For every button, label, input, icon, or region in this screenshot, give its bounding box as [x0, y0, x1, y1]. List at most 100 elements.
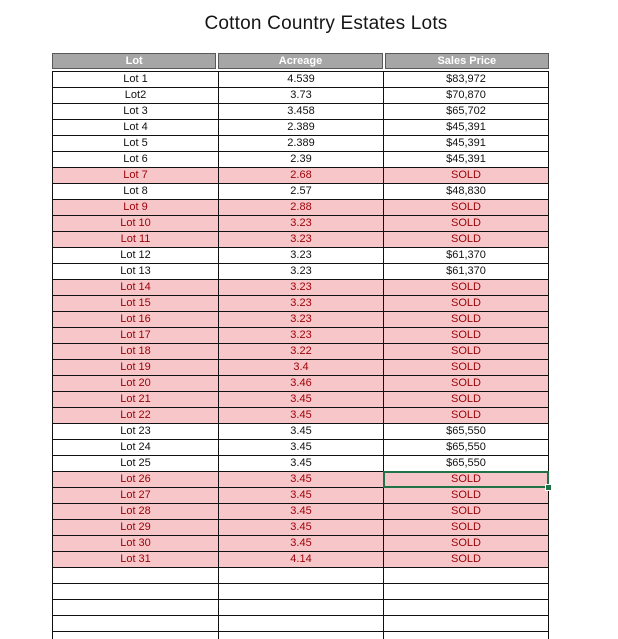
- acreage-cell[interactable]: 3.23: [219, 248, 384, 264]
- acreage-cell[interactable]: 3.22: [219, 344, 384, 360]
- lot-cell[interactable]: Lot 10: [53, 216, 219, 232]
- acreage-cell[interactable]: 3.45: [219, 504, 384, 520]
- lot-cell[interactable]: Lot 16: [53, 312, 219, 328]
- lot-cell[interactable]: Lot 4: [53, 120, 219, 136]
- acreage-cell[interactable]: 3.23: [219, 232, 384, 248]
- price-cell[interactable]: SOLD: [384, 392, 549, 408]
- acreage-cell[interactable]: 3.45: [219, 392, 384, 408]
- acreage-cell[interactable]: 4.539: [219, 72, 384, 88]
- price-cell[interactable]: [384, 632, 549, 639]
- acreage-cell[interactable]: 3.458: [219, 104, 384, 120]
- acreage-cell[interactable]: [219, 584, 384, 600]
- lot-cell[interactable]: Lot 27: [53, 488, 219, 504]
- acreage-cell[interactable]: 3.23: [219, 312, 384, 328]
- lot-cell[interactable]: Lot 30: [53, 536, 219, 552]
- price-cell[interactable]: SOLD: [384, 504, 549, 520]
- lot-cell[interactable]: Lot 28: [53, 504, 219, 520]
- price-cell[interactable]: SOLD: [384, 376, 549, 392]
- acreage-cell[interactable]: 4.14: [219, 552, 384, 568]
- acreage-cell[interactable]: 3.23: [219, 328, 384, 344]
- lot-cell[interactable]: Lot 12: [53, 248, 219, 264]
- lot-cell[interactable]: Lot2: [53, 88, 219, 104]
- lot-cell[interactable]: Lot 24: [53, 440, 219, 456]
- acreage-cell[interactable]: 2.389: [219, 136, 384, 152]
- price-cell[interactable]: SOLD: [384, 216, 549, 232]
- price-cell[interactable]: $45,391: [384, 152, 549, 168]
- lot-cell[interactable]: Lot 15: [53, 296, 219, 312]
- price-cell[interactable]: SOLD: [384, 312, 549, 328]
- acreage-cell[interactable]: 2.68: [219, 168, 384, 184]
- price-cell[interactable]: $48,830: [384, 184, 549, 200]
- lot-cell[interactable]: Lot 7: [53, 168, 219, 184]
- acreage-cell[interactable]: 3.23: [219, 296, 384, 312]
- lot-cell[interactable]: Lot 8: [53, 184, 219, 200]
- acreage-cell[interactable]: 3.45: [219, 456, 384, 472]
- price-cell[interactable]: SOLD: [384, 280, 549, 296]
- lot-cell[interactable]: Lot 31: [53, 552, 219, 568]
- price-cell[interactable]: SOLD: [384, 328, 549, 344]
- acreage-cell[interactable]: [219, 632, 384, 639]
- price-cell[interactable]: SOLD: [384, 168, 549, 184]
- lot-cell[interactable]: [53, 632, 219, 639]
- price-cell[interactable]: SOLD: [384, 360, 549, 376]
- acreage-cell[interactable]: [219, 600, 384, 616]
- acreage-cell[interactable]: 3.45: [219, 424, 384, 440]
- lot-cell[interactable]: Lot 26: [53, 472, 219, 488]
- selected-cell[interactable]: SOLD: [383, 471, 552, 491]
- acreage-cell[interactable]: 3.23: [219, 264, 384, 280]
- price-cell[interactable]: $61,370: [384, 264, 549, 280]
- lot-cell[interactable]: Lot 3: [53, 104, 219, 120]
- price-cell[interactable]: SOLD: [384, 520, 549, 536]
- acreage-cell[interactable]: 3.46: [219, 376, 384, 392]
- price-cell[interactable]: SOLD: [384, 296, 549, 312]
- acreage-cell[interactable]: 2.88: [219, 200, 384, 216]
- lot-cell[interactable]: Lot 22: [53, 408, 219, 424]
- lot-cell[interactable]: [53, 584, 219, 600]
- lot-cell[interactable]: Lot 20: [53, 376, 219, 392]
- acreage-cell[interactable]: [219, 568, 384, 584]
- lot-cell[interactable]: Lot 9: [53, 200, 219, 216]
- price-cell[interactable]: SOLD: [384, 408, 549, 424]
- lot-cell[interactable]: [53, 600, 219, 616]
- acreage-cell[interactable]: 2.39: [219, 152, 384, 168]
- price-cell[interactable]: SOLD: [384, 552, 549, 568]
- lot-cell[interactable]: Lot 6: [53, 152, 219, 168]
- price-cell[interactable]: SOLD: [384, 536, 549, 552]
- lot-cell[interactable]: Lot 13: [53, 264, 219, 280]
- price-cell[interactable]: $65,550: [384, 456, 549, 472]
- lot-cell[interactable]: Lot 25: [53, 456, 219, 472]
- acreage-cell[interactable]: [219, 616, 384, 632]
- lot-cell[interactable]: Lot 21: [53, 392, 219, 408]
- lot-cell[interactable]: Lot 5: [53, 136, 219, 152]
- acreage-cell[interactable]: 3.45: [219, 488, 384, 504]
- lot-cell[interactable]: [53, 568, 219, 584]
- lot-cell[interactable]: Lot 1: [53, 72, 219, 88]
- price-cell[interactable]: [384, 616, 549, 632]
- acreage-cell[interactable]: 3.45: [219, 472, 384, 488]
- acreage-cell[interactable]: 3.45: [219, 520, 384, 536]
- price-cell[interactable]: $83,972: [384, 72, 549, 88]
- price-cell[interactable]: [384, 584, 549, 600]
- lot-cell[interactable]: Lot 29: [53, 520, 219, 536]
- price-cell[interactable]: $70,870: [384, 88, 549, 104]
- column-header-lot[interactable]: Lot: [52, 53, 217, 69]
- price-cell[interactable]: SOLD: [384, 344, 549, 360]
- acreage-cell[interactable]: 3.23: [219, 280, 384, 296]
- acreage-cell[interactable]: 3.45: [219, 440, 384, 456]
- lot-cell[interactable]: Lot 14: [53, 280, 219, 296]
- lot-cell[interactable]: Lot 11: [53, 232, 219, 248]
- price-cell[interactable]: $65,550: [384, 440, 549, 456]
- lot-cell[interactable]: Lot 18: [53, 344, 219, 360]
- acreage-cell[interactable]: 3.73: [219, 88, 384, 104]
- price-cell[interactable]: [384, 600, 549, 616]
- lot-cell[interactable]: Lot 19: [53, 360, 219, 376]
- acreage-cell[interactable]: 3.23: [219, 216, 384, 232]
- acreage-cell[interactable]: 2.389: [219, 120, 384, 136]
- lot-cell[interactable]: Lot 23: [53, 424, 219, 440]
- lot-cell[interactable]: Lot 17: [53, 328, 219, 344]
- lot-cell[interactable]: [53, 616, 219, 632]
- price-cell[interactable]: [384, 568, 549, 584]
- price-cell[interactable]: $65,550: [384, 424, 549, 440]
- column-header-acreage[interactable]: Acreage: [218, 53, 383, 69]
- price-cell[interactable]: SOLD: [384, 232, 549, 248]
